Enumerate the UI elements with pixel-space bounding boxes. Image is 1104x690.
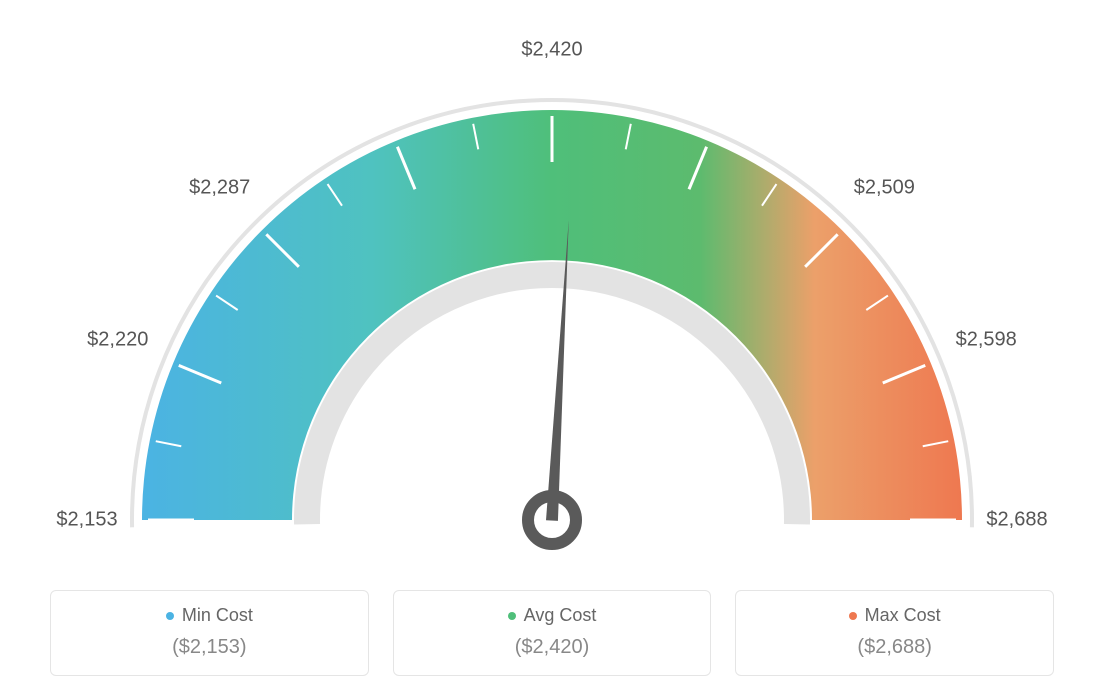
legend-max-label: Max Cost bbox=[865, 605, 941, 626]
legend-max-value: ($2,688) bbox=[754, 636, 1035, 659]
legend-min-value: ($2,153) bbox=[69, 636, 350, 659]
gauge-tick-label: $2,598 bbox=[956, 329, 1017, 352]
gauge-tick-label: $2,688 bbox=[986, 509, 1047, 532]
cost-gauge: $2,153 $2,220 $2,287 $2,420 $2,509 $2,598 $2,6… bbox=[20, 20, 1084, 580]
legend-card-avg: Avg Cost ($2,420) bbox=[393, 590, 712, 676]
gauge-tick-label: $2,287 bbox=[189, 176, 250, 199]
gauge-tick-label: $2,153 bbox=[56, 509, 117, 532]
dot-icon bbox=[508, 612, 516, 620]
legend-min-label: Min Cost bbox=[182, 605, 253, 626]
gauge-svg bbox=[20, 20, 1084, 580]
legend-card-min: Min Cost ($2,153) bbox=[50, 590, 369, 676]
legend-row: Min Cost ($2,153) Avg Cost ($2,420) Max … bbox=[20, 590, 1084, 676]
dot-icon bbox=[849, 612, 857, 620]
legend-avg-value: ($2,420) bbox=[412, 636, 693, 659]
dot-icon bbox=[166, 612, 174, 620]
legend-card-max: Max Cost ($2,688) bbox=[735, 590, 1054, 676]
gauge-tick-label: $2,220 bbox=[87, 329, 148, 352]
gauge-tick-label: $2,509 bbox=[854, 176, 915, 199]
gauge-tick-label: $2,420 bbox=[521, 39, 582, 62]
legend-avg-label: Avg Cost bbox=[524, 605, 597, 626]
